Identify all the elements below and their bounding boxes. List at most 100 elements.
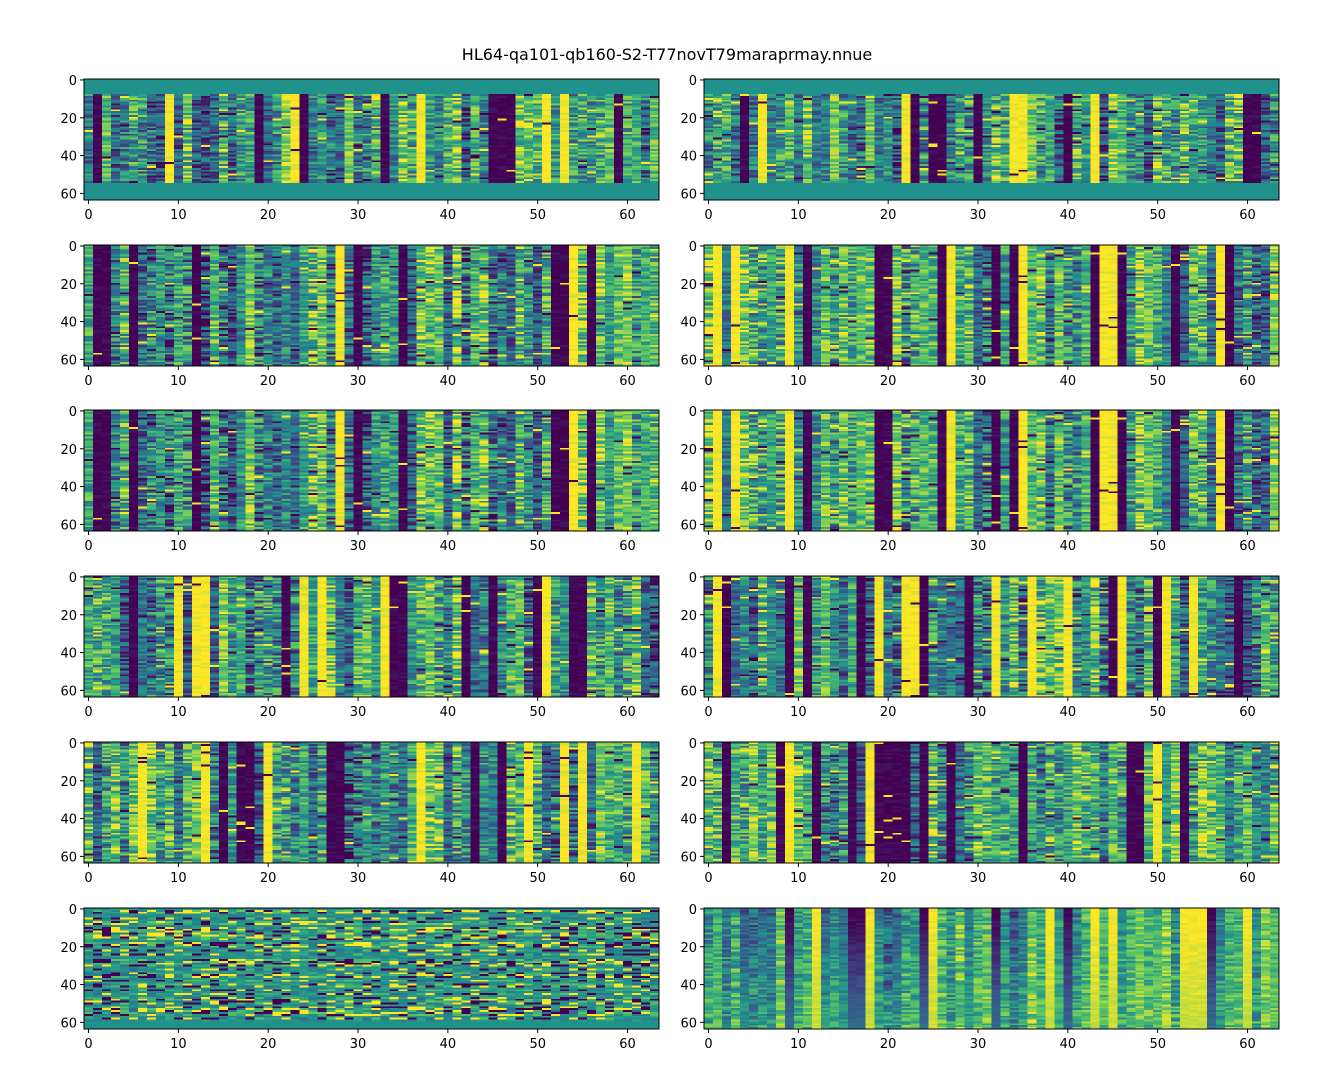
heatmap-cell: [182, 111, 193, 114]
heatmap-cell: [461, 94, 471, 97]
heatmap-cell: [281, 107, 292, 110]
heatmap-cell: [254, 118, 265, 121]
heatmap-cell: [353, 80, 363, 84]
heatmap-cell: [488, 86, 498, 89]
heatmap-cell: [254, 107, 265, 110]
heatmap-cell: [263, 92, 274, 95]
heatmap-cell: [551, 80, 561, 84]
heatmap-cell: [362, 86, 372, 89]
heatmap-cell: [164, 94, 175, 97]
heatmap-cell: [380, 109, 390, 112]
heatmap-cell: [398, 109, 408, 112]
heatmap-cell: [317, 94, 327, 97]
heatmap-cell: [281, 86, 292, 89]
heatmap-cell: [407, 90, 417, 93]
heatmap-cell: [254, 94, 265, 97]
heatmap-cell: [101, 79, 112, 82]
heatmap-cell: [254, 92, 265, 95]
heatmap-cell: [101, 109, 112, 112]
heatmap-cell: [84, 82, 94, 86]
heatmap-cell: [209, 113, 220, 116]
heatmap-cell: [515, 90, 525, 93]
heatmap-cell: [443, 109, 453, 112]
heatmap-cell: [596, 82, 606, 86]
heatmap-cell: [587, 105, 597, 108]
heatmap-cell: [209, 114, 220, 118]
heatmap-cell: [650, 118, 660, 121]
heatmap-cell: [137, 90, 148, 93]
heatmap-cell: [218, 107, 229, 110]
heatmap-cell: [389, 114, 399, 118]
heatmap-cell: [389, 88, 399, 91]
heatmap-cell: [335, 96, 345, 99]
heatmap-cell: [407, 122, 417, 125]
heatmap-cell: [524, 116, 534, 120]
heatmap-cell: [398, 94, 408, 97]
heatmap-cell: [650, 120, 660, 123]
heatmap-cell: [551, 86, 561, 89]
heatmap-cell: [407, 118, 417, 121]
x-tick-label: 10: [170, 208, 187, 223]
heatmap-cell: [569, 79, 579, 82]
heatmap-cell: [101, 120, 112, 123]
heatmap-cell: [587, 80, 597, 84]
heatmap-cell: [281, 94, 292, 97]
heatmap-cell: [596, 90, 606, 93]
heatmap-cell: [182, 107, 193, 110]
heatmap-cell: [281, 97, 292, 101]
heatmap-cell: [173, 86, 184, 89]
heatmap-cell: [398, 103, 408, 106]
heatmap-cell: [614, 88, 624, 91]
heatmap-cell: [398, 114, 408, 118]
heatmap-cell: [101, 116, 112, 120]
heatmap-cell: [236, 122, 247, 125]
heatmap-cell: [173, 90, 184, 93]
heatmap-cell: [155, 79, 166, 82]
heatmap-cell: [452, 92, 462, 95]
heatmap-cell: [497, 88, 507, 91]
heatmap-cell: [200, 103, 211, 106]
heatmap-cell: [299, 84, 310, 87]
heatmap-cell: [578, 92, 588, 95]
heatmap-cell: [128, 79, 139, 82]
heatmap-cell: [353, 122, 363, 125]
heatmap-cell: [641, 79, 651, 82]
heatmap-cell: [560, 114, 570, 118]
heatmap-cell: [290, 82, 301, 86]
heatmap-cell: [587, 94, 597, 97]
heatmap-cell: [92, 114, 103, 118]
heatmap-cell: [416, 111, 426, 114]
heatmap-cell: [173, 116, 184, 120]
heatmap-cell: [488, 107, 498, 110]
heatmap-cell: [542, 90, 552, 93]
heatmap-cell: [290, 96, 301, 99]
heatmap-cell: [470, 122, 480, 125]
heatmap-cell: [488, 116, 498, 120]
heatmap-cell: [227, 109, 238, 112]
heatmap-cell: [506, 97, 516, 101]
heatmap-cell: [353, 107, 363, 110]
heatmap-cell: [470, 84, 480, 87]
heatmap-cell: [560, 97, 570, 101]
heatmap-cell: [443, 118, 453, 121]
heatmap-cell: [92, 122, 103, 125]
heatmap-cell: [452, 109, 462, 112]
heatmap-cell: [533, 92, 543, 95]
heatmap-cell: [641, 86, 651, 89]
heatmap-cell: [605, 99, 615, 103]
heatmap-cell: [308, 82, 318, 86]
heatmap-cell: [110, 120, 121, 123]
heatmap-cell: [164, 86, 175, 89]
heatmap-cell: [110, 107, 121, 110]
heatmap-cell: [155, 103, 166, 106]
heatmap-cell: [209, 120, 220, 123]
heatmap-cell: [506, 109, 516, 112]
heatmap-cell: [272, 111, 283, 114]
heatmap-cell: [371, 82, 381, 86]
x-tick-label: 50: [529, 208, 546, 223]
heatmap-cell: [263, 84, 274, 87]
heatmap-cell: [623, 86, 633, 89]
heatmap-cell: [308, 120, 318, 123]
heatmap-cell: [497, 94, 507, 97]
heatmap-cell: [371, 79, 381, 82]
